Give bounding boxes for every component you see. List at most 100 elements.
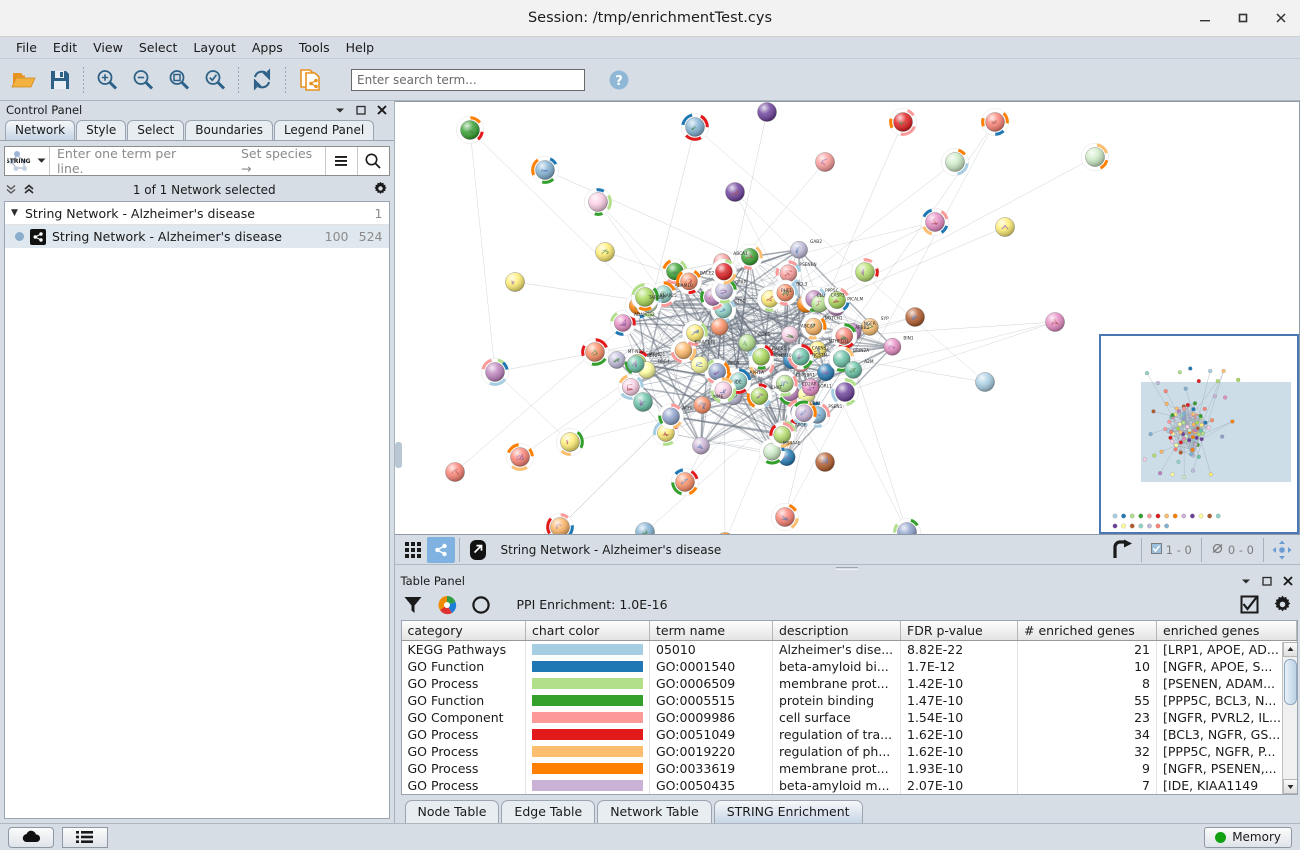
tab-style[interactable]: Style: [76, 120, 127, 140]
table-row[interactable]: GO Process GO:0050435 beta-amyloid m... 2.0…: [401, 777, 1297, 794]
menu-select[interactable]: Select: [138, 40, 178, 55]
donut-chart-icon[interactable]: [471, 595, 491, 615]
zoom-selected-icon[interactable]: [197, 63, 233, 97]
grid-layout-icon[interactable]: [399, 537, 427, 563]
close-icon[interactable]: [1270, 7, 1292, 29]
scroll-up-arrow[interactable]: [1282, 641, 1298, 657]
birds-eye-canvas[interactable]: [1103, 338, 1299, 534]
menu-apps[interactable]: Apps: [251, 40, 283, 55]
node-enrichment-arc: [792, 418, 808, 427]
table-row[interactable]: GO Function GO:0005515 protein binding 1.47…: [401, 692, 1297, 709]
menu-file[interactable]: File: [16, 40, 37, 55]
minimize-icon[interactable]: [1194, 7, 1216, 29]
help-icon[interactable]: ?: [601, 63, 637, 97]
memory-button[interactable]: Memory: [1204, 826, 1292, 848]
tab-network[interactable]: Network: [5, 120, 76, 140]
chevron-down-icon[interactable]: [334, 104, 346, 116]
maximize-icon[interactable]: [1232, 7, 1254, 29]
table-row[interactable]: GO Process GO:0033619 membrane prot... 1.93…: [401, 760, 1297, 777]
network-graph[interactable]: MT-ND2 MT-ND1 GAB2 ADAMTS2 TOMM40 PHF1 RELN DLG…: [395, 102, 1285, 535]
cloud-icon[interactable]: [8, 826, 54, 848]
menu-layout[interactable]: Layout: [193, 40, 236, 55]
pie-chart-icon[interactable]: [437, 595, 457, 615]
birds-eye-view[interactable]: [1099, 334, 1299, 535]
menu-help[interactable]: Help: [345, 40, 375, 55]
zoom-out-icon[interactable]: [125, 63, 161, 97]
network-view[interactable]: MT-ND2 MT-ND1 GAB2 ADAMTS2 TOMM40 PHF1 RELN DLG…: [394, 101, 1300, 536]
cell-chart-color: [525, 726, 650, 743]
expand-all-icon[interactable]: [22, 182, 36, 199]
tab-node-table[interactable]: Node Table: [404, 800, 500, 823]
pan-tool-icon[interactable]: [1268, 537, 1296, 563]
hamburger-icon[interactable]: [324, 147, 357, 175]
node-label: CASP3: [830, 293, 844, 299]
tab-legend-panel[interactable]: Legend Panel: [273, 120, 375, 140]
share-network-icon[interactable]: [291, 63, 327, 97]
open-folder-icon[interactable]: [6, 63, 42, 97]
tab-boundaries[interactable]: Boundaries: [185, 120, 273, 140]
menu-edit[interactable]: Edit: [52, 40, 78, 55]
cell-term-name: GO:0019220: [649, 743, 773, 760]
tab-select[interactable]: Select: [127, 120, 185, 140]
cell-term-name: GO:0050435: [649, 777, 773, 794]
chevron-down-icon[interactable]: ▼: [11, 208, 18, 218]
zoom-in-icon[interactable]: [89, 63, 125, 97]
share-network-icon[interactable]: [426, 536, 455, 563]
maximize-panel-icon[interactable]: [1261, 575, 1273, 587]
network-scroll-handle[interactable]: [394, 442, 402, 468]
scroll-down-arrow[interactable]: [1282, 779, 1298, 794]
close-panel-icon[interactable]: [1282, 575, 1294, 587]
node-label: ACHE: [682, 405, 694, 411]
tab-edge-table[interactable]: Edge Table: [501, 800, 596, 823]
table-row[interactable]: GO Process GO:0019220 regulation of ph... 1…: [401, 743, 1297, 760]
table-row[interactable]: GO Function GO:0001540 beta-amyloid bi... 1…: [401, 658, 1297, 675]
cell-num-genes: 9: [1017, 760, 1157, 777]
set-species-link[interactable]: Set species →: [240, 146, 313, 176]
gear-icon[interactable]: [373, 181, 388, 199]
table-row[interactable]: GO Process GO:0051049 regulation of tra...…: [401, 726, 1297, 743]
column-header-enriched-genes[interactable]: enriched genes: [1156, 620, 1297, 641]
node-enrichment-arc: [688, 348, 696, 361]
open-external-icon[interactable]: [464, 537, 492, 563]
chevron-down-icon[interactable]: [37, 154, 46, 168]
column-header-description[interactable]: description: [772, 620, 901, 641]
save-icon[interactable]: [42, 63, 78, 97]
table-row[interactable]: GO Component GO:0009986 cell surface 1.54E-…: [401, 709, 1297, 726]
node-label: DLG4: [657, 359, 669, 365]
list-icon[interactable]: [62, 826, 108, 848]
enrichment-table-wrapper[interactable]: category chart color term name descripti…: [400, 619, 1298, 795]
network-tree[interactable]: ▼ String Network - Alzheimer's disease 1…: [4, 201, 390, 819]
menu-tools[interactable]: Tools: [298, 40, 330, 55]
filter-icon[interactable]: [403, 595, 423, 615]
table-row[interactable]: KEGG Pathways 05010 Alzheimer's dise... 8.8…: [401, 640, 1297, 658]
tree-child-row[interactable]: String Network - Alzheimer's disease 100…: [5, 225, 389, 248]
network-canvas[interactable]: MT-ND2 MT-ND1 GAB2 ADAMTS2 TOMM40 PHF1 RELN DLG…: [395, 102, 1300, 535]
column-header-chart-color[interactable]: chart color: [525, 620, 650, 641]
export-icon[interactable]: [1109, 537, 1137, 563]
checkbox-checked-icon[interactable]: [1240, 595, 1259, 614]
tree-root-row[interactable]: ▼ String Network - Alzheimer's disease 1: [5, 202, 389, 225]
node-enrichment-arc: [580, 344, 586, 357]
tab-network-table[interactable]: Network Table: [597, 800, 712, 823]
search-icon[interactable]: [356, 147, 389, 175]
cell-enriched-genes: [PPP5C, NGFR, P...: [1156, 743, 1297, 760]
menu-view[interactable]: View: [93, 40, 123, 55]
table-row[interactable]: GO Process GO:0006509 membrane prot... 1.42…: [401, 675, 1297, 692]
close-panel-icon[interactable]: [376, 104, 388, 116]
zoom-fit-icon[interactable]: [161, 63, 197, 97]
gear-icon[interactable]: [1273, 595, 1292, 614]
refresh-icon[interactable]: [244, 63, 280, 97]
column-header-category[interactable]: category: [401, 620, 526, 641]
search-input[interactable]: Enter search term...: [351, 68, 585, 91]
table-vertical-scrollbar[interactable]: [1282, 641, 1298, 794]
chevron-down-icon[interactable]: [1240, 575, 1252, 587]
collapse-all-icon[interactable]: [4, 182, 18, 199]
maximize-panel-icon[interactable]: [355, 104, 367, 116]
panel-splitter[interactable]: [394, 565, 1300, 572]
column-header-term-name[interactable]: term name: [649, 620, 773, 641]
string-term-input[interactable]: Enter one term per line. Set species →: [49, 146, 325, 176]
scrollbar-thumb[interactable]: [1283, 658, 1297, 705]
tab-string-enrichment[interactable]: STRING Enrichment: [713, 800, 863, 823]
column-header-fdr[interactable]: FDR p-value: [900, 620, 1018, 641]
column-header-num-genes[interactable]: # enriched genes: [1017, 620, 1157, 641]
